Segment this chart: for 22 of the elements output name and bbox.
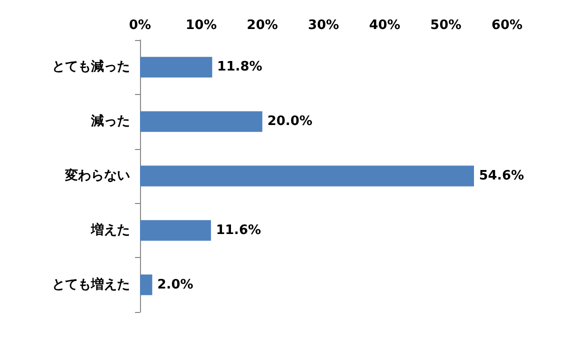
- data-label: 11.8%: [217, 60, 262, 75]
- y-tick-label: 変わらない: [64, 168, 130, 184]
- data-label: 20.0%: [267, 114, 312, 130]
- x-tick-label: 20%: [246, 18, 278, 33]
- bar: [140, 220, 211, 241]
- x-tick-label: 50%: [430, 18, 462, 33]
- data-label: 11.6%: [216, 222, 262, 238]
- x-tick-label: 40%: [369, 18, 400, 33]
- y-tick-label: とても増えた: [52, 276, 130, 292]
- x-tick-label: 0%: [128, 18, 152, 33]
- bar: [140, 111, 262, 132]
- bar: [140, 274, 152, 296]
- y-tick-label: 減った: [90, 114, 130, 130]
- data-label: 2.0%: [157, 277, 194, 292]
- x-tick-label: 30%: [308, 18, 340, 33]
- x-tick-label: 60%: [491, 18, 523, 33]
- y-tick-label: 増えた: [90, 222, 130, 238]
- y-tick-label: とても減った: [52, 60, 130, 75]
- bar: [140, 166, 474, 186]
- data-label: 54.6%: [478, 168, 524, 184]
- x-tick-label: 10%: [186, 18, 217, 33]
- bar: [140, 56, 212, 78]
